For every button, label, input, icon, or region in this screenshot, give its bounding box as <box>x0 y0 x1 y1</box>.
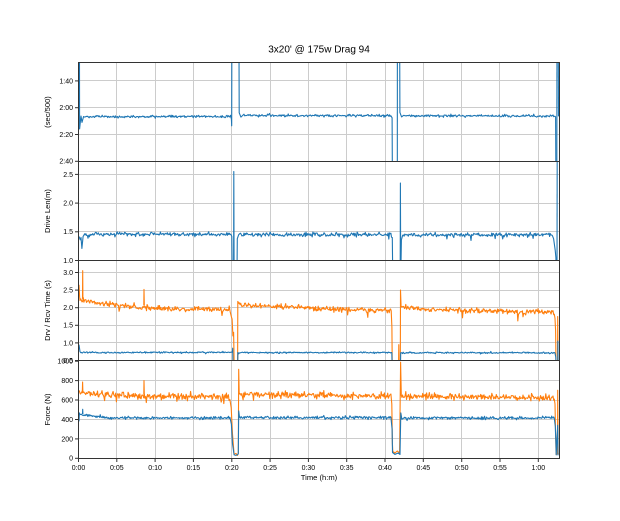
svg-text:Drv / Rcv Time (s): Drv / Rcv Time (s) <box>43 280 52 341</box>
svg-text:0:40: 0:40 <box>378 465 392 472</box>
svg-text:0:30: 0:30 <box>302 465 316 472</box>
svg-text:0:35: 0:35 <box>340 465 354 472</box>
svg-text:1.5: 1.5 <box>63 323 73 330</box>
svg-text:200: 200 <box>61 436 73 443</box>
svg-text:0:15: 0:15 <box>187 465 201 472</box>
svg-text:0:00: 0:00 <box>72 465 86 472</box>
svg-text:Drive Len(m): Drive Len(m) <box>43 189 52 233</box>
svg-text:1.0: 1.0 <box>63 340 73 347</box>
svg-text:0.5: 0.5 <box>63 358 73 365</box>
svg-text:Time (h:m): Time (h:m) <box>301 473 338 482</box>
svg-text:600: 600 <box>61 397 73 404</box>
svg-text:0:45: 0:45 <box>416 465 430 472</box>
svg-text:2:00: 2:00 <box>59 105 73 112</box>
svg-text:2.5: 2.5 <box>63 172 73 179</box>
svg-text:1000: 1000 <box>57 359 73 366</box>
svg-text:0:10: 0:10 <box>148 465 162 472</box>
svg-text:0:55: 0:55 <box>493 465 507 472</box>
svg-text:400: 400 <box>61 417 73 424</box>
svg-text:1:40: 1:40 <box>59 78 73 85</box>
svg-text:1.0: 1.0 <box>63 258 73 265</box>
svg-text:800: 800 <box>61 378 73 385</box>
svg-text:0:25: 0:25 <box>263 465 277 472</box>
svg-text:3x20' @ 175w Drag 94: 3x20' @ 175w Drag 94 <box>268 45 370 56</box>
svg-text:1.5: 1.5 <box>63 229 73 236</box>
svg-text:Force (N): Force (N) <box>43 393 52 426</box>
svg-text:2.0: 2.0 <box>63 201 73 208</box>
svg-text:2:40: 2:40 <box>59 159 73 166</box>
svg-text:1:00: 1:00 <box>531 465 545 472</box>
svg-text:0: 0 <box>69 456 73 463</box>
svg-text:0:20: 0:20 <box>225 465 239 472</box>
svg-text:2:20: 2:20 <box>59 132 73 139</box>
svg-text:2.5: 2.5 <box>63 288 73 295</box>
svg-text:0:05: 0:05 <box>110 465 124 472</box>
svg-text:2.0: 2.0 <box>63 305 73 312</box>
svg-text:(sec/500): (sec/500) <box>43 96 52 128</box>
svg-text:0:50: 0:50 <box>455 465 469 472</box>
svg-text:3.0: 3.0 <box>63 270 73 277</box>
